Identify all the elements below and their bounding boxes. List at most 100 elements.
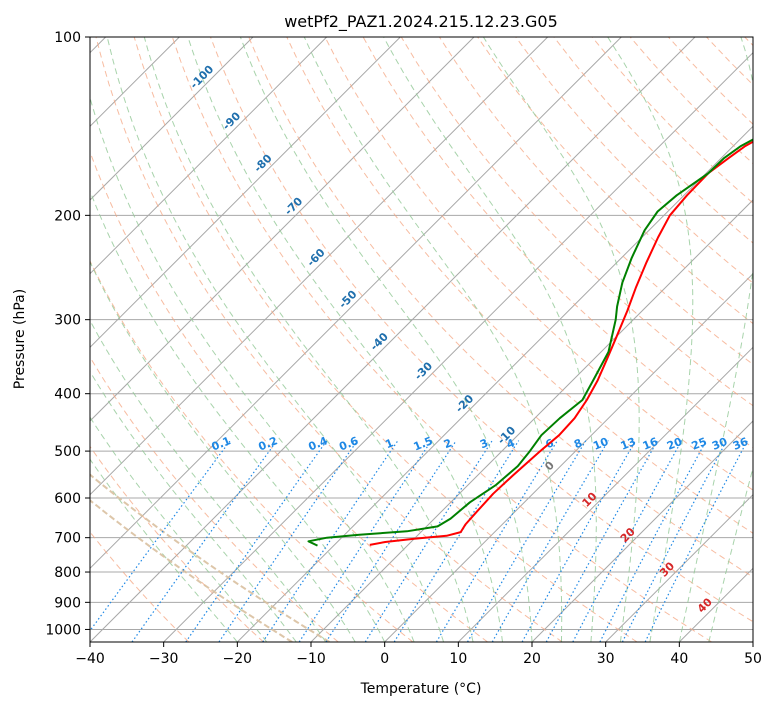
dendritic-zone-line [90, 499, 293, 642]
mixing-ratio-line [262, 440, 399, 642]
dry-adiabat-line [90, 259, 414, 642]
dry-adiabat-line [90, 445, 264, 642]
isotherm-line [90, 37, 328, 275]
moist-adiabat-line [90, 416, 268, 642]
x-axis: −40 −30 −20 −10 0 10 20 30 40 50 [75, 642, 762, 667]
y-tick-label: 900 [54, 595, 81, 611]
mixing-ratio-line [185, 440, 328, 642]
moist-adiabat-line [90, 189, 386, 642]
mixing-ratio-label: 2 [442, 436, 454, 451]
x-tick-label: −30 [149, 651, 179, 667]
x-tick-label: 10 [449, 651, 467, 667]
x-tick-label: −10 [296, 651, 326, 667]
dry-adiabat-line [90, 356, 339, 642]
moist-adiabat-line [90, 260, 356, 642]
mixing-ratio-label: 25 [690, 435, 709, 453]
moist-adiabat-line [90, 370, 297, 642]
mixing-ratio-line [393, 440, 520, 642]
x-tick-label: −40 [75, 651, 105, 667]
reference-labels: 0.1 0.2 0.4 0.6 1 1.5 2 3 4 6 8 10 13 16 20 25 30 36-100-… [188, 63, 751, 616]
dry-adiabat-line [133, 37, 638, 642]
moist-adiabat-line [90, 458, 238, 642]
y-tick-label: 800 [54, 565, 81, 581]
isotherm-line [90, 37, 475, 422]
mixing-ratio-label: 1 [383, 436, 395, 451]
dry-adiabat-line [248, 37, 753, 578]
x-tick-label: 40 [670, 651, 688, 667]
isotherm-line [384, 272, 753, 642]
isotherm-line [236, 125, 753, 642]
moist-adiabat-line [239, 37, 533, 642]
x-tick-label: 50 [744, 651, 762, 667]
mixing-ratio-line [131, 440, 278, 642]
y-tick-label: 1000 [45, 622, 81, 638]
moist-adiabat-line [187, 37, 503, 642]
mixing-ratio-line [325, 440, 457, 642]
y-tick-label: 700 [54, 531, 81, 547]
moist-adiabat-line [303, 37, 563, 642]
mixing-ratio-label: 20 [665, 435, 684, 453]
dry-adiabat-line [286, 37, 753, 534]
mixing-ratio-lines [90, 440, 748, 642]
reference-lines [90, 37, 753, 642]
moist-adiabat-line [708, 466, 753, 642]
y-tick-label: 100 [54, 30, 81, 46]
temperature-line [369, 140, 753, 546]
y-tick-label: 300 [54, 313, 81, 329]
mixing-ratio-line [90, 440, 231, 632]
isotherm-line [531, 420, 753, 642]
moist-adiabat-line [383, 37, 597, 642]
plot-frame [89, 36, 754, 643]
isotherm-line [90, 37, 254, 201]
isotherm-line [90, 37, 622, 570]
isotherm-line [90, 37, 696, 642]
mixing-ratio-label: 10 [591, 435, 610, 453]
y-tick-label: 400 [54, 387, 81, 403]
y-tick-label: 500 [54, 444, 81, 460]
moist-adiabat-line [143, 37, 474, 642]
x-axis-title: Temperature (°C) [360, 681, 482, 697]
x-tick-label: −20 [223, 651, 253, 667]
dry-adiabat-line [95, 37, 563, 642]
mixing-ratio-label: 8 [572, 436, 584, 451]
moist-adiabat-line [607, 37, 694, 642]
mixing-ratio-line [298, 440, 432, 642]
isotherm-line [90, 37, 401, 349]
y-tick-label: 600 [54, 491, 81, 507]
x-tick-label: 0 [380, 651, 389, 667]
mixing-ratio-line [545, 440, 659, 642]
mixing-ratio-label: 30 [710, 435, 729, 453]
moist-adiabat-line [90, 96, 415, 642]
profile-series [307, 138, 753, 547]
x-tick-label: 30 [597, 651, 615, 667]
mixing-ratio-line [491, 440, 609, 642]
x-tick-label: 20 [523, 651, 541, 667]
mixing-ratio-label: 3 [478, 436, 490, 451]
y-axis: 100 200 300 400 500 600 700 800 900 1000 [45, 30, 90, 638]
y-axis-title: Pressure (hPa) [12, 289, 28, 389]
chart-title: wetPf2_PAZ1.2024.215.12.23.G05 [284, 12, 558, 32]
mixing-ratio-line [435, 440, 558, 642]
moist-adiabat-line [106, 37, 445, 642]
moist-adiabat-line [678, 37, 753, 642]
dry-adiabat-line [171, 37, 712, 642]
moist-adiabat-line [90, 319, 327, 642]
dewpoint-line [307, 138, 753, 547]
dry-adiabat-line [210, 37, 753, 623]
mixing-ratio-label: 13 [619, 435, 638, 453]
mixing-ratio-line [572, 440, 683, 642]
isotherm-line [163, 51, 753, 642]
mixing-ratio-line [364, 440, 493, 642]
mixing-ratio-line [644, 440, 748, 642]
mixing-ratio-line [466, 440, 587, 642]
mixing-ratio-line [521, 440, 637, 642]
isotherm-line [605, 493, 753, 642]
mixing-ratio-label: 36 [731, 435, 750, 453]
mixing-ratio-label: 16 [641, 435, 660, 453]
y-tick-label: 200 [54, 208, 81, 224]
dry-adiabat-line [515, 37, 753, 284]
dendritic-zone-line [90, 473, 331, 642]
